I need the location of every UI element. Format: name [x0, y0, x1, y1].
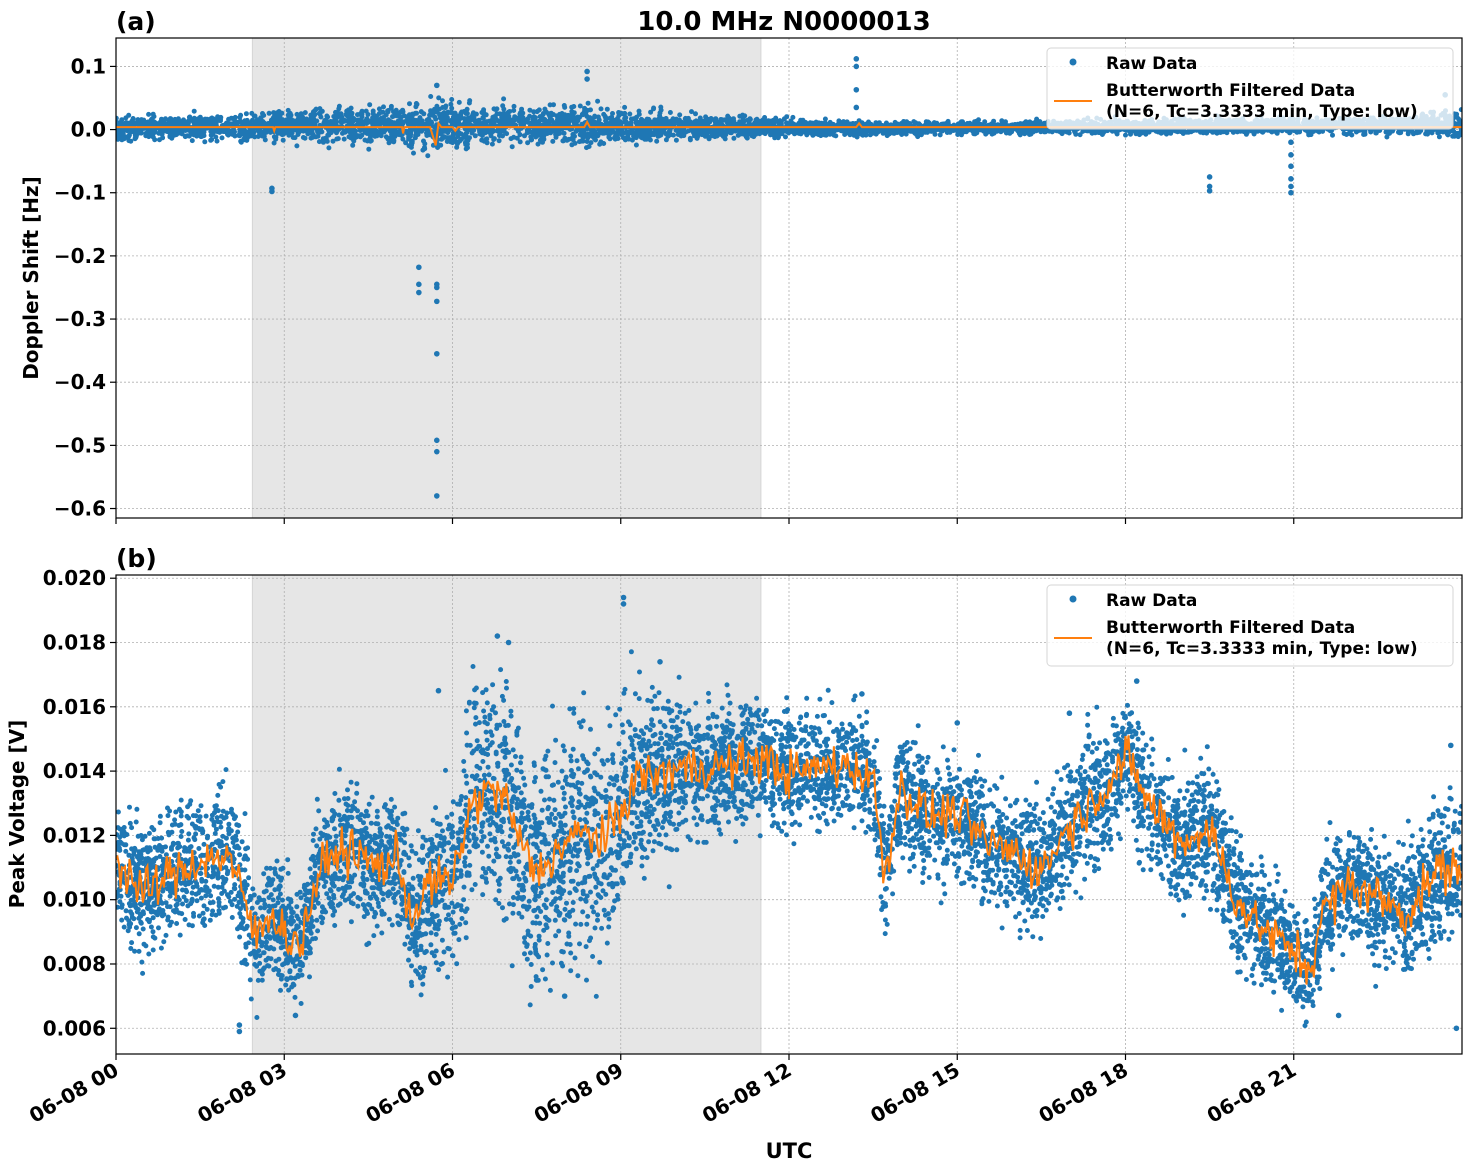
y-tick-label: 0.010	[43, 888, 106, 912]
y-tick-label: 0.006	[43, 1016, 106, 1040]
raw-outlier-point	[1453, 1025, 1460, 1032]
raw-outlier-point	[620, 594, 627, 601]
raw-outlier-point	[433, 437, 440, 444]
panel-b-ylabel: Peak Voltage [V]	[5, 720, 29, 909]
y-tick-label: −0.2	[54, 244, 106, 268]
legend-raw-label: Raw Data	[1106, 591, 1197, 611]
y-tick-label: 0.1	[71, 54, 106, 78]
raw-outlier-point	[853, 104, 860, 111]
raw-outlier-point	[1288, 189, 1294, 196]
raw-outlier-point	[853, 63, 860, 70]
raw-outlier-point	[1206, 188, 1213, 194]
panel-a-ylabel: Doppler Shift [Hz]	[19, 176, 43, 380]
raw-outlier-point	[1335, 1012, 1342, 1019]
raw-outlier-point	[236, 1028, 243, 1035]
raw-outlier-point	[1288, 152, 1294, 158]
x-tick-label: 06-08 03	[193, 1058, 291, 1128]
raw-outlier-point	[853, 56, 860, 62]
raw-outlier-point	[1206, 183, 1213, 190]
shaded-region	[251, 37, 762, 519]
raw-outlier-point	[859, 691, 865, 697]
legend-filtered-label-2: (N=6, Tc=3.3333 min, Type: low)	[1106, 639, 1418, 659]
raw-outlier-point	[505, 639, 512, 646]
shaded-region	[251, 574, 762, 1055]
raw-outlier-point	[1288, 139, 1294, 146]
raw-outlier-point	[433, 298, 440, 305]
x-tick-label: 06-08 21	[1203, 1058, 1301, 1128]
legend-filtered-label-1: Butterworth Filtered Data	[1106, 618, 1355, 638]
raw-outlier-point	[292, 1012, 299, 1019]
raw-outlier-point	[1133, 678, 1140, 684]
x-tick-label: 06-08 06	[361, 1058, 459, 1128]
raw-outlier-point	[433, 493, 440, 499]
x-tick-label: 06-08 12	[698, 1058, 796, 1128]
raw-outlier-point	[1288, 163, 1294, 170]
legend-filtered-label-1: Butterworth Filtered Data	[1106, 81, 1355, 101]
y-tick-label: 0.008	[43, 952, 106, 976]
raw-outlier-point	[1447, 742, 1454, 749]
raw-outlier-point	[416, 281, 422, 288]
y-tick-label: 0.014	[43, 759, 106, 783]
raw-outlier-point	[433, 284, 440, 291]
filtered-data-line	[116, 119, 1462, 146]
legend-raw-marker	[1069, 58, 1077, 66]
raw-outlier-point	[1066, 710, 1073, 717]
panel-b-legend: Raw Data Butterworth Filtered Data (N=6,…	[1046, 584, 1454, 667]
legend-raw-label: Raw Data	[1106, 54, 1197, 74]
y-tick-label: 0.020	[43, 566, 106, 590]
y-tick-label: −0.1	[54, 181, 106, 205]
x-tick-label: 06-08 18	[1034, 1058, 1132, 1128]
raw-outlier-point	[620, 601, 627, 607]
raw-outlier-point	[416, 264, 422, 271]
raw-outlier-point	[1288, 183, 1294, 190]
x-tick-label: 06-08 00	[25, 1058, 123, 1128]
panel-b-label: (b)	[116, 544, 157, 573]
raw-outlier-point	[561, 993, 568, 999]
filtered-data-line	[116, 735, 1462, 985]
raw-outlier-point	[433, 82, 440, 89]
y-tick-label: −0.4	[54, 370, 106, 394]
legend-raw-marker	[1069, 595, 1077, 603]
raw-outlier-point	[433, 350, 440, 357]
raw-outlier-point	[269, 188, 275, 195]
raw-outlier-point	[435, 687, 442, 694]
y-tick-label: 0.0	[71, 118, 106, 142]
raw-outlier-point	[1288, 176, 1294, 182]
panel-a-label: (a)	[116, 7, 156, 36]
raw-outlier-point	[657, 658, 663, 665]
raw-outlier-point	[433, 448, 440, 455]
raw-outlier-point	[954, 720, 961, 726]
raw-outlier-point	[416, 289, 422, 296]
y-tick-label: 0.018	[43, 631, 106, 655]
x-axis-label: UTC	[766, 1139, 813, 1163]
raw-outlier-point	[853, 86, 860, 93]
raw-outlier-point	[236, 1022, 243, 1028]
panel-a-legend: Raw Data Butterworth Filtered Data (N=6,…	[1046, 47, 1454, 130]
raw-outlier-point	[584, 76, 590, 82]
y-tick-label: −0.6	[54, 497, 106, 521]
x-tick-label: 06-08 09	[530, 1058, 628, 1128]
y-tick-label: −0.5	[54, 433, 106, 457]
raw-outlier-point	[533, 977, 540, 983]
legend-filtered-label-2: (N=6, Tc=3.3333 min, Type: low)	[1106, 102, 1418, 122]
y-tick-label: −0.3	[54, 307, 106, 331]
raw-outlier-point	[494, 633, 501, 639]
raw-outlier-point	[584, 68, 590, 75]
panel-b-peak-voltage: 0.020 0.018 0.016 0.014 0.012 0.010 0.008 0.006…	[5, 544, 1463, 1128]
raw-outlier-point	[1206, 174, 1213, 180]
figure-title: 10.0 MHz N0000013	[637, 7, 930, 37]
x-tick-label: 06-08 15	[866, 1058, 964, 1128]
y-tick-label: 0.012	[43, 823, 106, 847]
panel-a-doppler-shift: 0.1 0.0 −0.1 −0.2 −0.3 −0.4 −0.5 −0.6 (a) 10.0 …	[19, 7, 1463, 524]
y-tick-label: 0.016	[43, 695, 106, 719]
